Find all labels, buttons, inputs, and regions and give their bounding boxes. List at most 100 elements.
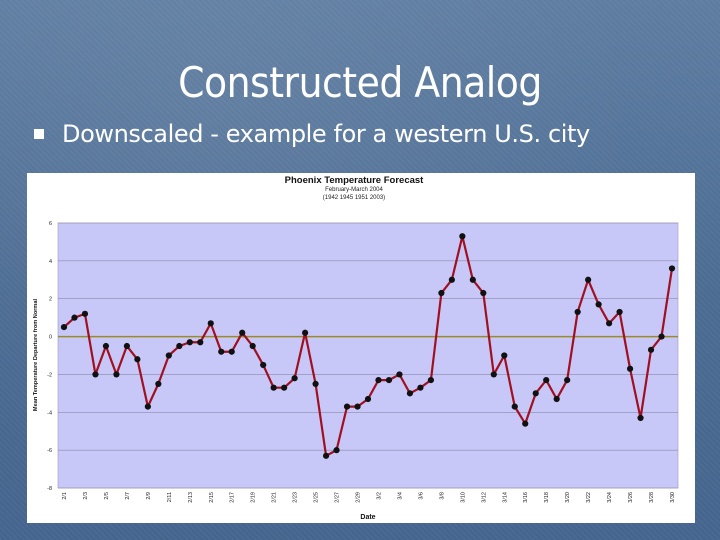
x-tick-label: 2/17 [230,492,236,503]
data-point [71,314,78,321]
x-tick-label: 2/11 [167,492,173,502]
data-point [606,320,613,327]
data-point [438,289,445,297]
data-point [123,342,130,350]
y-tick-label: -2 [47,372,52,378]
x-tick-label: 2/3 [83,492,89,500]
x-tick-label: 3/16 [523,492,529,503]
data-point [637,414,644,422]
data-point [81,310,89,317]
data-point [616,308,623,316]
x-tick-label: 3/8 [439,492,445,500]
chart-subtitle-line-1: February-March 2004 [325,187,383,193]
x-tick-label: 2/9 [146,492,152,500]
data-point [543,377,550,384]
data-point [459,233,466,240]
x-tick-label: 2/1 [62,492,68,500]
slide-title: Constructed Analog [178,58,542,107]
x-tick-label: 3/22 [586,492,592,503]
data-point [281,384,288,391]
x-tick-label: 3/6 [418,492,424,500]
x-tick-label: 3/10 [460,492,466,503]
data-point [501,352,508,359]
data-point [396,371,403,378]
x-tick-label: 2/23 [293,492,299,503]
x-tick-label: 3/12 [481,492,487,503]
x-tick-label: 3/28 [649,492,655,503]
x-tick-label: 3/24 [607,492,613,503]
data-point [176,342,183,350]
data-point [260,361,267,369]
y-tick-label: -8 [47,486,52,492]
phoenix-temperature-chart: -8 -6 -4 -2 0 2 4 6 2/1 2/3 2/5 2/7 2/9 2/11 2/13 2/15… [27,173,695,523]
data-point [595,301,602,308]
data-point [155,380,162,387]
data-point [228,348,235,355]
x-tick-label: 2/27 [335,492,341,503]
data-point [144,403,151,410]
data-point [218,348,225,355]
data-point [354,403,361,410]
data-point [291,375,298,382]
y-tick-label: 0 [49,335,52,341]
data-point [385,377,393,384]
data-point [270,384,277,391]
bullet-text: Downscaled - example for a western U.S. … [62,120,590,148]
x-tick-label: 3/18 [544,492,550,503]
x-axis-label: Date [360,514,375,521]
chart-subtitle-line-2: (1942 1945 1951 2003) [323,195,385,201]
y-tick-label: 6 [49,221,52,227]
data-point [165,352,172,359]
x-tick-label: 3/2 [376,492,382,500]
data-point [532,390,539,397]
data-point [207,320,214,327]
data-point [417,384,424,391]
data-point [564,377,571,384]
data-point [134,356,141,363]
x-tick-label: 2/29 [356,492,362,503]
bullet-item: Downscaled - example for a western U.S. … [34,120,590,148]
data-point [239,329,246,336]
chart-title: Phoenix Temperature Forecast [285,175,425,186]
data-point [92,371,99,378]
data-point [102,342,110,350]
data-point [585,276,592,283]
x-tick-label: 2/5 [104,492,110,500]
y-axis-ticks: -8 -6 -4 -2 0 2 4 6 [47,221,52,492]
y-tick-label: -6 [47,448,52,454]
data-point [658,333,665,340]
data-point [511,403,518,410]
x-tick-label: 2/15 [209,492,215,503]
data-point [343,403,351,410]
x-tick-label: 2/19 [251,492,257,503]
x-tick-label: 3/30 [670,492,676,503]
data-point [186,339,193,346]
data-point [626,365,634,372]
x-tick-label: 2/25 [314,492,320,503]
plot-area [57,222,679,489]
x-axis-ticks: 2/1 2/3 2/5 2/7 2/9 2/11 2/13 2/15 2/17 2/19 2/21 2… [62,492,676,503]
data-point [197,339,204,346]
y-tick-label: -4 [47,410,52,416]
bullet-square-icon [34,129,44,139]
data-point [312,380,319,387]
data-point [668,265,676,272]
data-point [480,289,487,297]
chart-container: -8 -6 -4 -2 0 2 4 6 2/1 2/3 2/5 2/7 2/9 2/11 2/13 2/15… [27,173,695,523]
data-point [427,377,434,384]
x-tick-label: 3/14 [502,492,508,503]
y-tick-label: 4 [49,259,52,265]
y-tick-label: 2 [49,297,52,303]
data-point [522,420,529,427]
x-tick-label: 3/20 [565,492,571,503]
data-point [490,371,497,378]
data-point [60,324,68,331]
data-point [364,395,372,403]
x-tick-label: 2/21 [272,492,278,503]
data-point [113,371,120,378]
data-point [249,342,256,350]
data-point [333,447,340,454]
data-markers [60,233,676,459]
x-tick-label: 2/7 [125,492,131,500]
data-point [302,329,309,336]
